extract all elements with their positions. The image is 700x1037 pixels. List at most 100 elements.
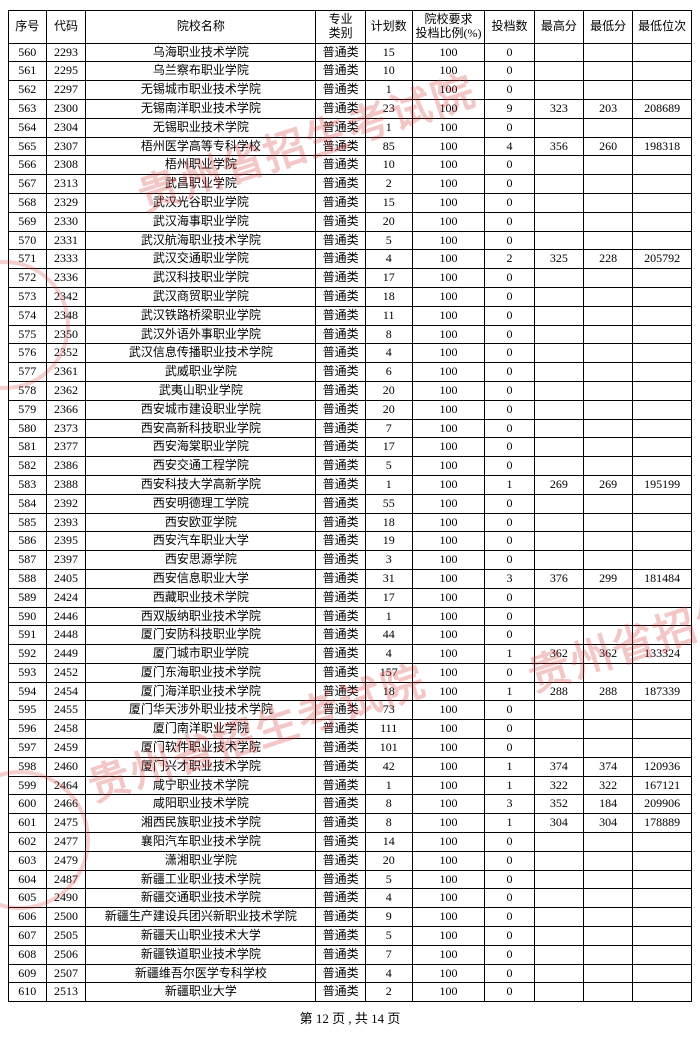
cell-hi [534,287,583,306]
cell-rank [633,212,692,231]
table-row: 5622297无锡城市职业技术学院普通类11000 [9,81,692,100]
cell-name: 无锡南洋职业技术学院 [86,99,316,118]
cell-cnt: 0 [485,701,534,720]
cell-lo [583,193,632,212]
cell-lo [583,381,632,400]
cell-code: 2448 [46,626,86,645]
cell-ratio: 100 [412,626,485,645]
cell-plan: 111 [365,720,412,739]
cell-cat: 普通类 [316,344,365,363]
cell-hi [534,983,583,1002]
cell-code: 2397 [46,551,86,570]
cell-seq: 572 [9,269,47,288]
cell-cnt: 0 [485,513,534,532]
cell-cnt: 1 [485,814,534,833]
table-row: 5632300无锡南洋职业技术学院普通类231009323203208689 [9,99,692,118]
col-ratio: 院校要求投档比例(%) [412,11,485,44]
cell-ratio: 100 [412,325,485,344]
cell-cnt: 0 [485,833,534,852]
table-row: 6032479潇湘职业学院普通类201000 [9,851,692,870]
col-lo: 最低分 [583,11,632,44]
cell-code: 2336 [46,269,86,288]
cell-cat: 普通类 [316,908,365,927]
cell-name: 襄阳汽车职业技术学院 [86,833,316,852]
cell-name: 新疆铁道职业技术学院 [86,945,316,964]
cell-lo [583,306,632,325]
cell-plan: 15 [365,193,412,212]
cell-code: 2331 [46,231,86,250]
cell-hi: 304 [534,814,583,833]
cell-plan: 20 [365,851,412,870]
table-row: 5872397西安思源学院普通类31000 [9,551,692,570]
cell-hi [534,927,583,946]
table-row: 5902446西双版纳职业技术学院普通类11000 [9,607,692,626]
table-row: 5992464咸宁职业技术学院普通类11001322322167121 [9,776,692,795]
cell-rank [633,494,692,513]
cell-cnt: 0 [485,964,534,983]
cell-hi [534,306,583,325]
cell-cat: 普通类 [316,889,365,908]
cell-seq: 607 [9,927,47,946]
cell-lo [583,983,632,1002]
cell-lo [583,438,632,457]
cell-plan: 73 [365,701,412,720]
table-row: 6102513新疆职业大学普通类21000 [9,983,692,1002]
cell-cnt: 0 [485,945,534,964]
cell-ratio: 100 [412,344,485,363]
cell-code: 2297 [46,81,86,100]
cell-plan: 5 [365,457,412,476]
cell-name: 梧州医学高等专科学校 [86,137,316,156]
cell-rank [633,701,692,720]
cell-code: 2392 [46,494,86,513]
cell-ratio: 100 [412,156,485,175]
cell-plan: 157 [365,663,412,682]
cell-lo [583,175,632,194]
cell-hi: 322 [534,776,583,795]
cell-cat: 普通类 [316,663,365,682]
cell-plan: 4 [365,250,412,269]
cell-hi [534,175,583,194]
cell-cnt: 0 [485,870,534,889]
cell-hi [534,964,583,983]
cell-name: 西安城市建设职业学院 [86,400,316,419]
cell-name: 武汉交通职业学院 [86,250,316,269]
cell-ratio: 100 [412,569,485,588]
cell-code: 2500 [46,908,86,927]
cell-plan: 4 [365,344,412,363]
cell-lo: 304 [583,814,632,833]
cell-cat: 普通类 [316,833,365,852]
table-row: 6012475湘西民族职业技术学院普通类81001304304178889 [9,814,692,833]
cell-cat: 普通类 [316,62,365,81]
cell-name: 咸宁职业技术学院 [86,776,316,795]
cell-lo [583,551,632,570]
cell-seq: 606 [9,908,47,927]
table-row: 5842392西安明德理工学院普通类551000 [9,494,692,513]
cell-hi [534,400,583,419]
cell-plan: 7 [365,419,412,438]
cell-ratio: 100 [412,99,485,118]
cell-code: 2330 [46,212,86,231]
cell-rank [633,287,692,306]
cell-name: 武威职业学院 [86,363,316,382]
cell-name: 厦门软件职业技术学院 [86,739,316,758]
col-cat: 专业类别 [316,11,365,44]
cell-cnt: 0 [485,532,534,551]
cell-hi [534,193,583,212]
table-row: 5962458厦门南洋职业学院普通类1111000 [9,720,692,739]
cell-rank [633,851,692,870]
cell-name: 武汉航海职业技术学院 [86,231,316,250]
table-row: 5882405西安信息职业大学普通类311003376299181484 [9,569,692,588]
cell-seq: 574 [9,306,47,325]
cell-lo: 288 [583,682,632,701]
cell-lo [583,964,632,983]
cell-cat: 普通类 [316,870,365,889]
cell-ratio: 100 [412,43,485,62]
cell-cat: 普通类 [316,551,365,570]
cell-rank [633,156,692,175]
cell-lo [583,212,632,231]
table-row: 5922449厦门城市职业学院普通类41001362362133324 [9,645,692,664]
cell-ratio: 100 [412,757,485,776]
cell-rank [633,457,692,476]
cell-lo [583,663,632,682]
cell-seq: 587 [9,551,47,570]
